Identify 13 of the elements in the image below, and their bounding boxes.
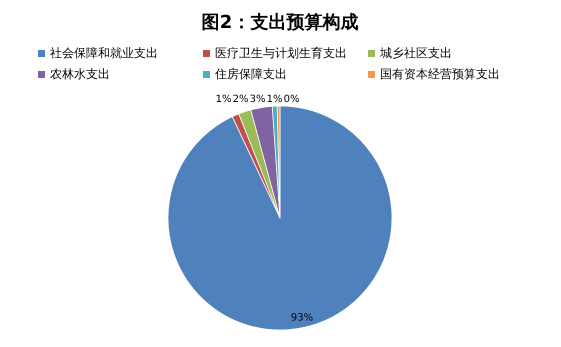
data-label: 1% [266,94,282,105]
legend-label: 农林水支出 [50,67,110,81]
data-label: 93% [290,312,314,324]
legend-label: 医疗卫生与计划生育支出 [215,46,347,60]
legend-label: 国有资本经营预算支出 [380,67,500,81]
data-label: 2% [232,94,248,105]
data-label: 0% [284,94,300,105]
data-label: 3% [250,94,266,105]
legend-label: 住房保障支出 [214,67,287,81]
data-label: 1% [216,94,232,105]
chart-title: 图2：支出预算构成 [202,12,358,33]
legend-label: 社会保障和就业支出 [50,46,158,60]
legend-label: 城乡社区支出 [379,46,452,60]
